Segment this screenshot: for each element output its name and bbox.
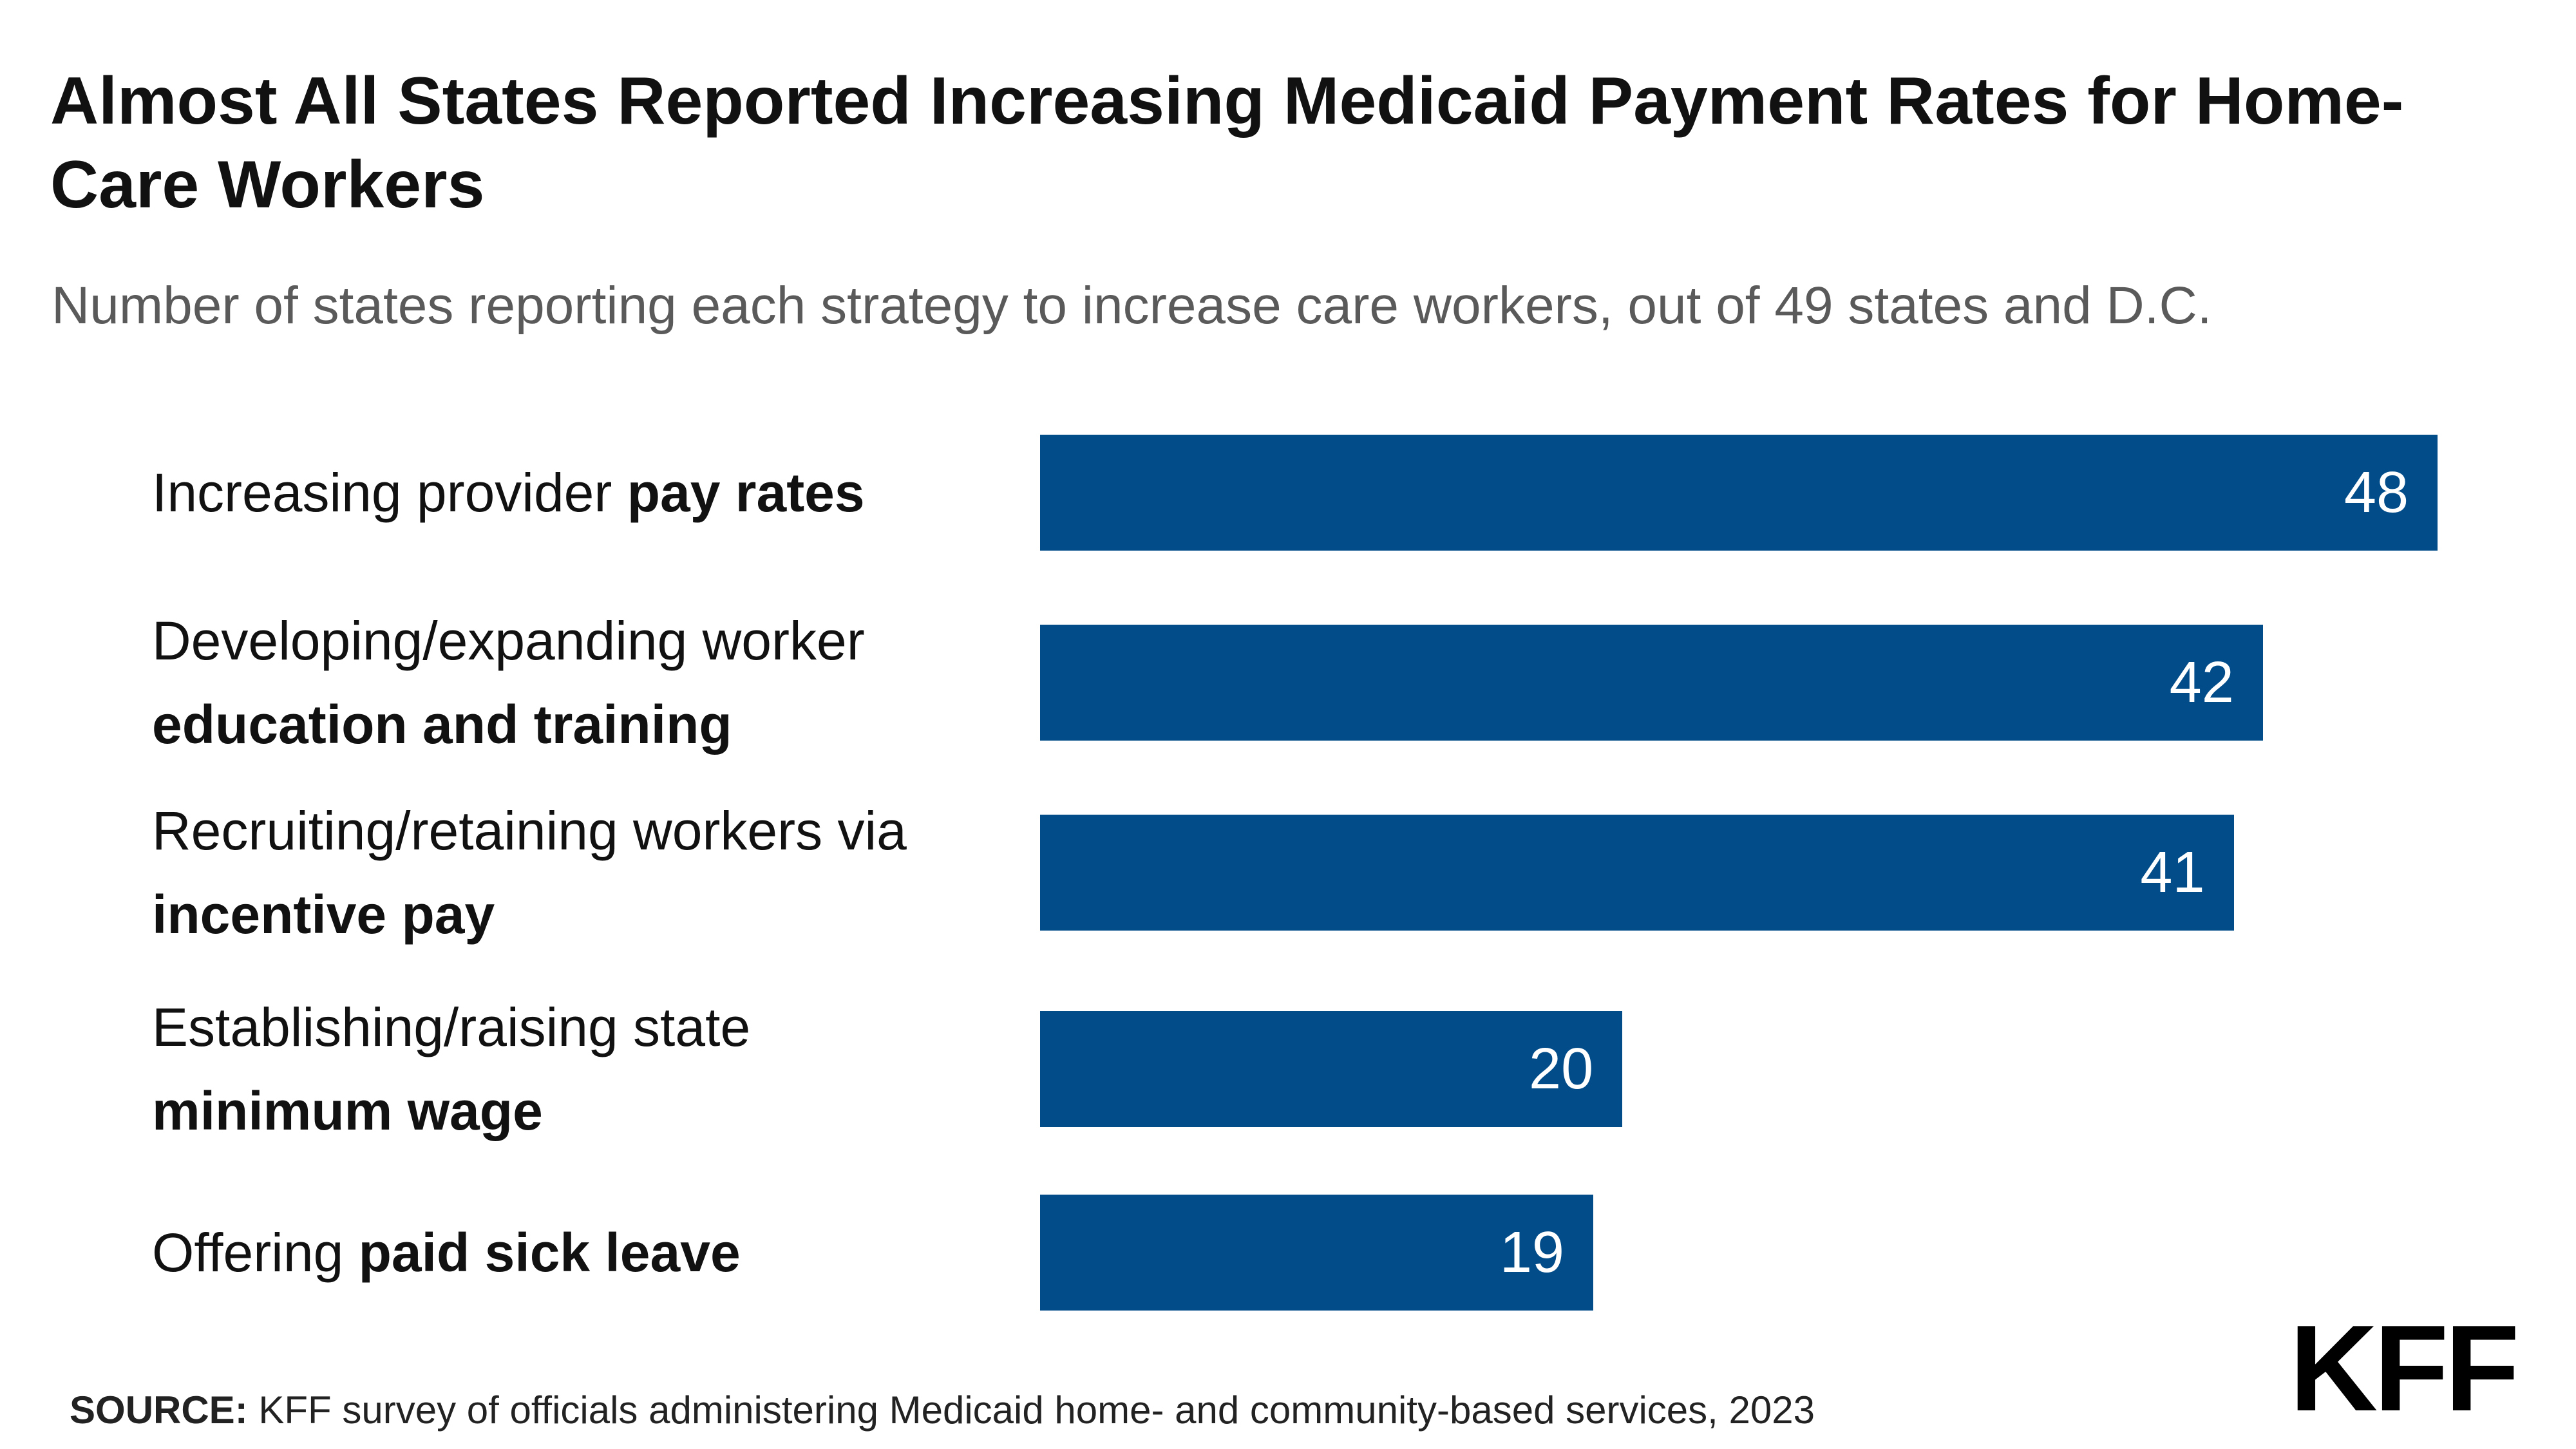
bar-value-label: 42 (2169, 650, 2234, 715)
bar-value-label: 48 (2344, 460, 2409, 525)
category-label: Increasing provider pay rates (152, 451, 989, 535)
bar: 42 (1040, 625, 2263, 741)
category-label-bold-text: pay rates (627, 462, 865, 523)
category-label-bold-text: education and training (152, 694, 732, 755)
source-label: SOURCE: (70, 1388, 248, 1432)
source-note: SOURCE: KFF survey of officials administ… (70, 1385, 1815, 1436)
category-label-text: Offering (152, 1222, 359, 1283)
category-label: Developing/expanding worker education an… (152, 599, 989, 766)
chart-subtitle: Number of states reporting each strategy… (52, 276, 2212, 335)
category-label: Offering paid sick leave (152, 1211, 989, 1294)
category-label-text: Developing/expanding worker (152, 611, 865, 671)
bar-value-label: 20 (1529, 1037, 1594, 1101)
chart-title: Almost All States Reported Increasing Me… (50, 64, 2404, 222)
bar-value-label: 41 (2140, 840, 2205, 905)
category-label-bold-text: minimum wage (152, 1081, 543, 1141)
category-label: Establishing/raising state minimum wage (152, 985, 989, 1153)
category-label-bold-text: paid sick leave (358, 1222, 741, 1283)
source-text: KFF survey of officials administering Me… (258, 1388, 1815, 1432)
bar-value-label: 19 (1499, 1220, 1564, 1285)
bar: 48 (1040, 435, 2438, 551)
category-label: Recruiting/retaining workers via incenti… (152, 789, 989, 956)
category-label-text: Recruiting/retaining workers via (152, 800, 907, 861)
bar: 20 (1040, 1011, 1623, 1127)
category-label-text: Increasing provider (152, 462, 627, 523)
category-label-bold-text: incentive pay (152, 884, 495, 945)
category-label-text: Establishing/raising state (152, 997, 751, 1057)
kff-logo: KFF (2289, 1300, 2519, 1437)
bar: 41 (1040, 815, 2234, 931)
bar: 19 (1040, 1195, 1593, 1311)
